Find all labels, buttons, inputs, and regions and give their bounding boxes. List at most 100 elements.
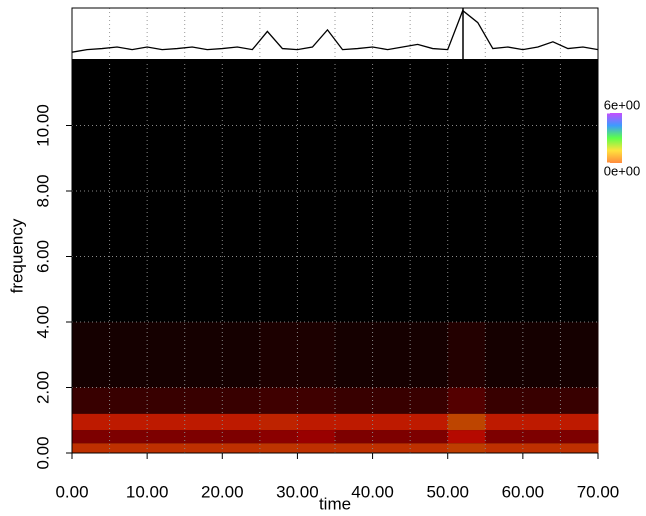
heat-cell bbox=[297, 322, 336, 388]
heat-cell bbox=[410, 322, 449, 388]
heat-cell bbox=[560, 413, 599, 431]
heat-cell bbox=[447, 443, 486, 453]
heat-cell bbox=[410, 430, 449, 444]
heat-cell bbox=[410, 387, 449, 414]
heat-cell bbox=[259, 322, 298, 388]
colorbar-label: 6e+00 bbox=[604, 97, 641, 112]
heat-cell bbox=[335, 322, 374, 388]
heat-cell bbox=[222, 430, 261, 444]
heat-cell bbox=[147, 322, 186, 388]
heat-cell bbox=[560, 387, 599, 414]
heat-cell bbox=[72, 413, 111, 431]
heat-cell bbox=[372, 443, 411, 453]
heat-cell bbox=[184, 387, 223, 414]
heat-cell bbox=[109, 443, 148, 453]
y-tick-label: 2.00 bbox=[33, 371, 52, 404]
heat-cell bbox=[109, 413, 148, 431]
heat-cell bbox=[485, 430, 524, 444]
x-tick-label: 20.00 bbox=[201, 482, 244, 501]
heat-cell bbox=[184, 413, 223, 431]
heat-cell bbox=[222, 443, 261, 453]
heat-cell bbox=[72, 322, 111, 388]
heat-cell bbox=[522, 387, 561, 414]
heat-cell bbox=[335, 443, 374, 453]
y-tick-label: 6.00 bbox=[33, 240, 52, 273]
heat-cell bbox=[485, 443, 524, 453]
heat-cell bbox=[410, 413, 449, 431]
heat-cell bbox=[447, 413, 486, 431]
heat-cell bbox=[485, 413, 524, 431]
heat-cell bbox=[297, 430, 336, 444]
x-tick-label: 10.00 bbox=[126, 482, 169, 501]
heat-cell bbox=[410, 60, 449, 322]
heat-cell bbox=[222, 387, 261, 414]
heat-cell bbox=[259, 413, 298, 431]
heat-cell bbox=[184, 60, 223, 322]
heat-cell bbox=[222, 60, 261, 322]
x-tick-label: 50.00 bbox=[426, 482, 469, 501]
heat-cell bbox=[560, 430, 599, 444]
heat-cell bbox=[297, 387, 336, 414]
heat-cell bbox=[259, 60, 298, 322]
heat-cell bbox=[522, 413, 561, 431]
heat-cell bbox=[447, 430, 486, 444]
heat-cell bbox=[522, 60, 561, 322]
heat-cell bbox=[372, 322, 411, 388]
heat-cell bbox=[522, 322, 561, 388]
heat-cell bbox=[259, 387, 298, 414]
heat-cell bbox=[184, 430, 223, 444]
heat-cell bbox=[72, 60, 111, 322]
heat-cell bbox=[147, 443, 186, 453]
heat-cell bbox=[72, 430, 111, 444]
heat-cell bbox=[222, 413, 261, 431]
colorbar-label: 0e+00 bbox=[604, 163, 641, 178]
heat-cell bbox=[335, 430, 374, 444]
heat-cell bbox=[372, 413, 411, 431]
heat-cell bbox=[335, 60, 374, 322]
heat-cell bbox=[560, 322, 599, 388]
heat-cell bbox=[485, 322, 524, 388]
heat-cell bbox=[297, 413, 336, 431]
heat-cell bbox=[147, 60, 186, 322]
heat-cell bbox=[522, 430, 561, 444]
x-tick-label: 0.00 bbox=[55, 482, 88, 501]
heat-cell bbox=[447, 322, 486, 388]
heat-cell bbox=[372, 430, 411, 444]
heat-cell bbox=[372, 387, 411, 414]
heat-cell bbox=[109, 430, 148, 444]
heat-cell bbox=[222, 322, 261, 388]
y-tick-label: 8.00 bbox=[33, 174, 52, 207]
x-tick-label: 70.00 bbox=[577, 482, 620, 501]
heat-cell bbox=[109, 322, 148, 388]
heat-cell bbox=[297, 443, 336, 453]
heat-cell bbox=[560, 443, 599, 453]
y-tick-label: 0.00 bbox=[33, 436, 52, 469]
x-tick-label: 40.00 bbox=[351, 482, 394, 501]
heat-cell bbox=[147, 430, 186, 444]
heat-cell bbox=[147, 387, 186, 414]
heat-cell bbox=[184, 443, 223, 453]
heat-cell bbox=[447, 387, 486, 414]
x-tick-label: 60.00 bbox=[502, 482, 545, 501]
heat-cell bbox=[259, 430, 298, 444]
heat-cell bbox=[259, 443, 298, 453]
heat-cell bbox=[147, 413, 186, 431]
heat-cell bbox=[447, 60, 486, 322]
y-axis-label: frequency bbox=[7, 218, 26, 293]
y-tick-label: 10.00 bbox=[33, 104, 52, 147]
heat-cell bbox=[335, 387, 374, 414]
colorbar bbox=[607, 113, 622, 163]
heat-cell bbox=[184, 322, 223, 388]
heat-cell bbox=[72, 443, 111, 453]
heat-cell bbox=[72, 387, 111, 414]
y-tick-label: 4.00 bbox=[33, 305, 52, 338]
waveform-line bbox=[71, 9, 599, 53]
heat-cell bbox=[335, 413, 374, 431]
x-tick-label: 30.00 bbox=[276, 482, 319, 501]
x-axis-label: time bbox=[319, 494, 351, 513]
heat-cell bbox=[410, 443, 449, 453]
heat-cell bbox=[522, 443, 561, 453]
heat-cell bbox=[109, 387, 148, 414]
heat-cell bbox=[485, 387, 524, 414]
